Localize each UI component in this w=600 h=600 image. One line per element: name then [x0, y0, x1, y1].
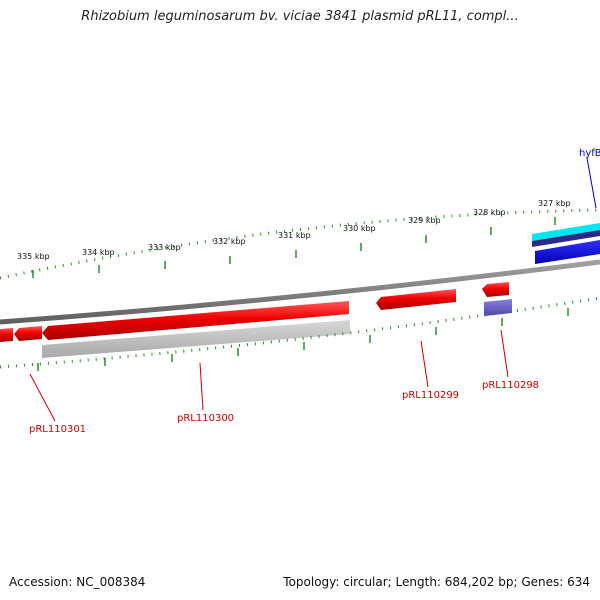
topology-stats-text: Topology: circular; Length: 684,202 bp; … [283, 575, 590, 589]
inner-ruler-major-ticks [37, 308, 569, 371]
ruler-label-333: 333 kbp [148, 243, 181, 252]
navy-strip [532, 230, 600, 247]
label-pRL110298[interactable]: pRL110298 [482, 380, 539, 391]
label-hyfB[interactable]: hyfB [579, 148, 600, 159]
gene-pRL110299[interactable] [376, 289, 456, 310]
ruler-label-334: 334 kbp [82, 248, 115, 257]
ruler-label-332: 332 kbp [213, 237, 246, 246]
hyfB-gene[interactable] [535, 240, 600, 264]
label-pRL110299[interactable]: pRL110299 [402, 390, 459, 401]
outer-ruler-ticks [0, 208, 600, 280]
map-title: Rhizobium leguminosarum bv. viciae 3841 … [81, 9, 519, 24]
genome-backbone [0, 259, 600, 325]
cyan-feature [532, 223, 600, 241]
gene-pRL110300-reverse[interactable] [42, 320, 350, 358]
purple-feature[interactable] [484, 299, 512, 316]
outer-ruler-major-ticks [32, 217, 556, 278]
ruler-label-335: 335 kbp [17, 252, 50, 261]
hyfB-leader-line [586, 157, 597, 209]
gene-pRL110300[interactable] [42, 301, 349, 340]
accession-text: Accession: NC_008384 [9, 575, 146, 589]
ruler-label-331: 331 kbp [278, 231, 311, 240]
label-leader-lines [29, 329, 509, 422]
ruler-label-328: 328 kbp [473, 208, 506, 217]
label-pRL110301[interactable]: pRL110301 [29, 424, 86, 435]
gene-pRL110298[interactable] [482, 282, 509, 297]
label-pRL110300[interactable]: pRL110300 [177, 413, 234, 424]
gene-pRL110301[interactable] [14, 326, 42, 341]
ruler-label-327: 327 kbp [538, 199, 571, 208]
ruler-label-330: 330 kbp [343, 224, 376, 233]
ruler-label-329: 329 kbp [408, 216, 441, 225]
gene-pRL110301-fragment[interactable] [0, 328, 13, 342]
